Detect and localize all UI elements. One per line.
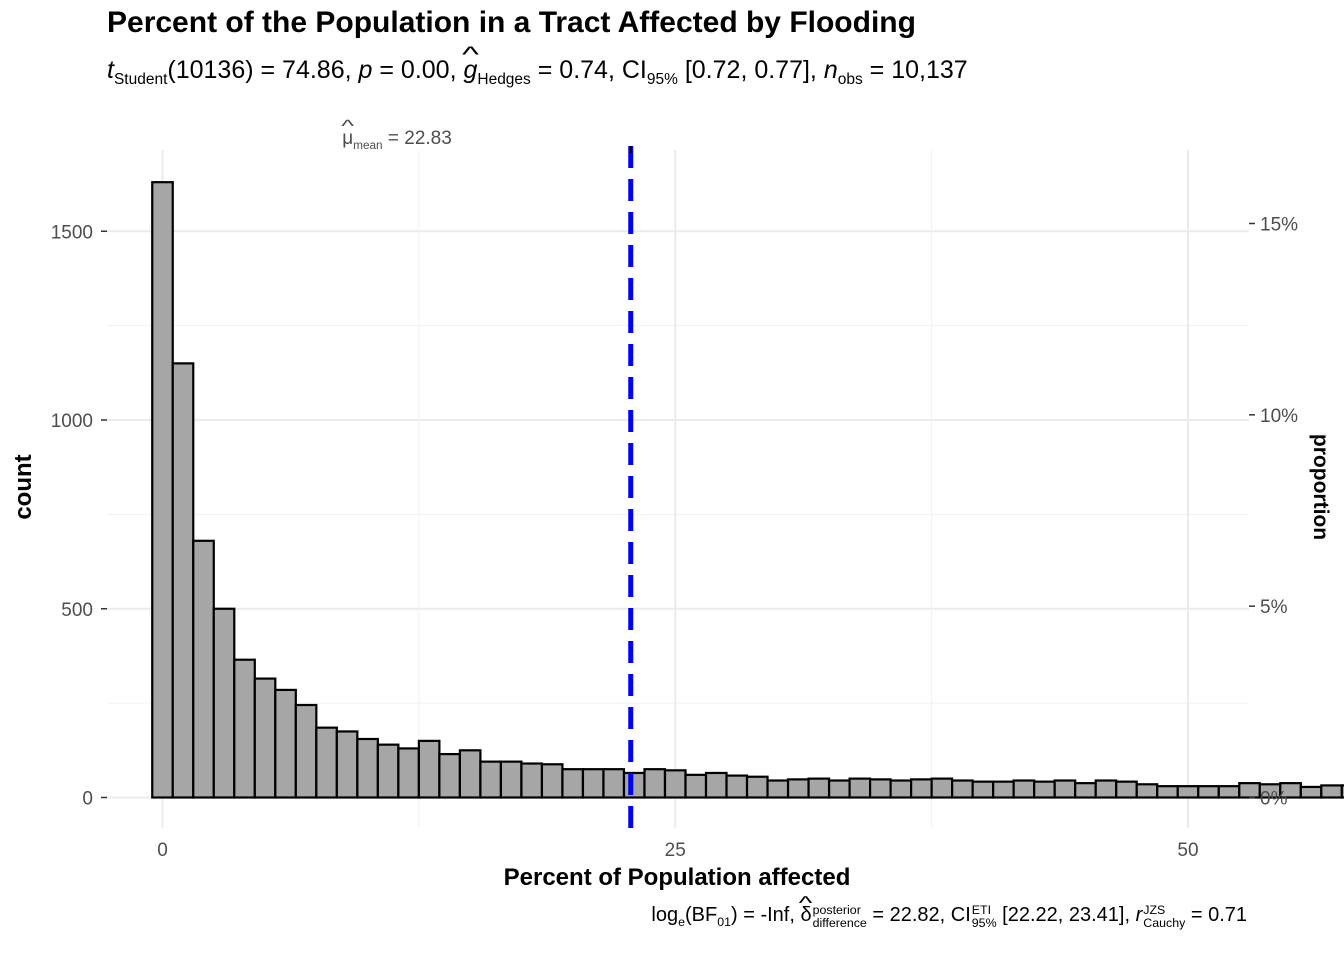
histogram-bar [1176, 785, 1200, 799]
chart-subtitle: tStudent(10136) = 74.86, p = 0.00, gHedg… [107, 56, 968, 87]
y-tick-label: 0 [82, 789, 93, 810]
chart-title: Percent of the Population in a Tract Aff… [107, 6, 916, 39]
histogram-bar [1320, 784, 1343, 799]
histogram-bar [376, 743, 400, 799]
histogram-bar [1135, 783, 1159, 799]
histogram-bar [622, 771, 646, 799]
mean-label: μmean = 22.83 [342, 128, 452, 151]
histogram-bar [725, 774, 749, 799]
histogram-bar [745, 775, 769, 799]
histogram-bar [602, 768, 626, 799]
histogram-bars [151, 181, 1344, 799]
histogram-bar [766, 779, 790, 799]
histogram-bar [1340, 784, 1344, 799]
histogram-bar [233, 658, 256, 799]
histogram-bar [192, 539, 215, 799]
histogram-bar [294, 703, 318, 799]
y2-tick-label: 5% [1260, 597, 1288, 618]
histogram-bar [951, 779, 974, 799]
bayes-caption: loge(BF01) = -Inf, δposteriordifference … [651, 904, 1247, 929]
y-tick-label: 500 [61, 600, 93, 621]
histogram-bar [704, 771, 728, 799]
y-axis-title: count [10, 454, 37, 520]
histogram-bar [1033, 780, 1056, 799]
histogram-bar [663, 769, 687, 799]
y2-tick-label: 10% [1260, 406, 1298, 427]
histogram-bar [1156, 785, 1179, 799]
secondary-y-axis-title: proportion [1309, 433, 1332, 541]
x-axis-title: Percent of Population affected [503, 864, 851, 891]
histogram-bar [171, 362, 195, 799]
histogram-bar [479, 760, 503, 799]
histogram-bar [397, 747, 420, 799]
histogram-bar [253, 677, 277, 799]
histogram-bar [786, 778, 810, 799]
histogram-bar [643, 768, 667, 799]
histogram-bar [520, 762, 544, 799]
histogram-bar [438, 752, 461, 799]
x-tick-label: 50 [1177, 840, 1198, 861]
histogram-bar [889, 779, 913, 799]
histogram-bar [151, 181, 174, 799]
x-tick-label: 0 [157, 840, 168, 861]
y-tick-label: 1000 [51, 411, 93, 432]
histogram-bar [1053, 779, 1077, 799]
histogram-bar [992, 780, 1015, 799]
histogram-bar [1094, 779, 1118, 799]
grid-lines [107, 150, 1249, 828]
histogram-bar [1012, 779, 1036, 799]
histogram-bar [417, 739, 441, 799]
histogram-bar [212, 607, 236, 799]
histogram-bar [458, 749, 482, 799]
histogram-bar [1299, 785, 1323, 799]
histogram-bar [971, 780, 995, 799]
histogram-bar [1074, 782, 1097, 799]
histogram-bar [1217, 785, 1241, 799]
histogram-bar [827, 779, 851, 799]
histogram-bar [274, 688, 297, 799]
histogram-bar [684, 773, 708, 799]
histogram-bar [807, 777, 831, 799]
x-tick-label: 25 [665, 840, 686, 861]
histogram-bar [848, 777, 872, 799]
y2-tick-label: 0% [1260, 789, 1288, 810]
histogram-bar [1197, 785, 1220, 799]
histogram-bar [315, 726, 338, 799]
y-tick-label: 1500 [51, 222, 93, 243]
histogram-bar [1238, 782, 1261, 799]
histogram-bar [561, 768, 585, 799]
y2-tick-label: 15% [1260, 214, 1298, 235]
histogram-bar [930, 777, 954, 799]
histogram-bar [356, 737, 379, 799]
histogram-bar [581, 768, 605, 799]
histogram-bar [499, 760, 523, 799]
histogram-bar [910, 778, 933, 799]
histogram-bar [540, 763, 564, 799]
histogram-bar [1115, 780, 1138, 799]
histogram-bar [868, 778, 892, 799]
histogram-bar [335, 730, 359, 799]
